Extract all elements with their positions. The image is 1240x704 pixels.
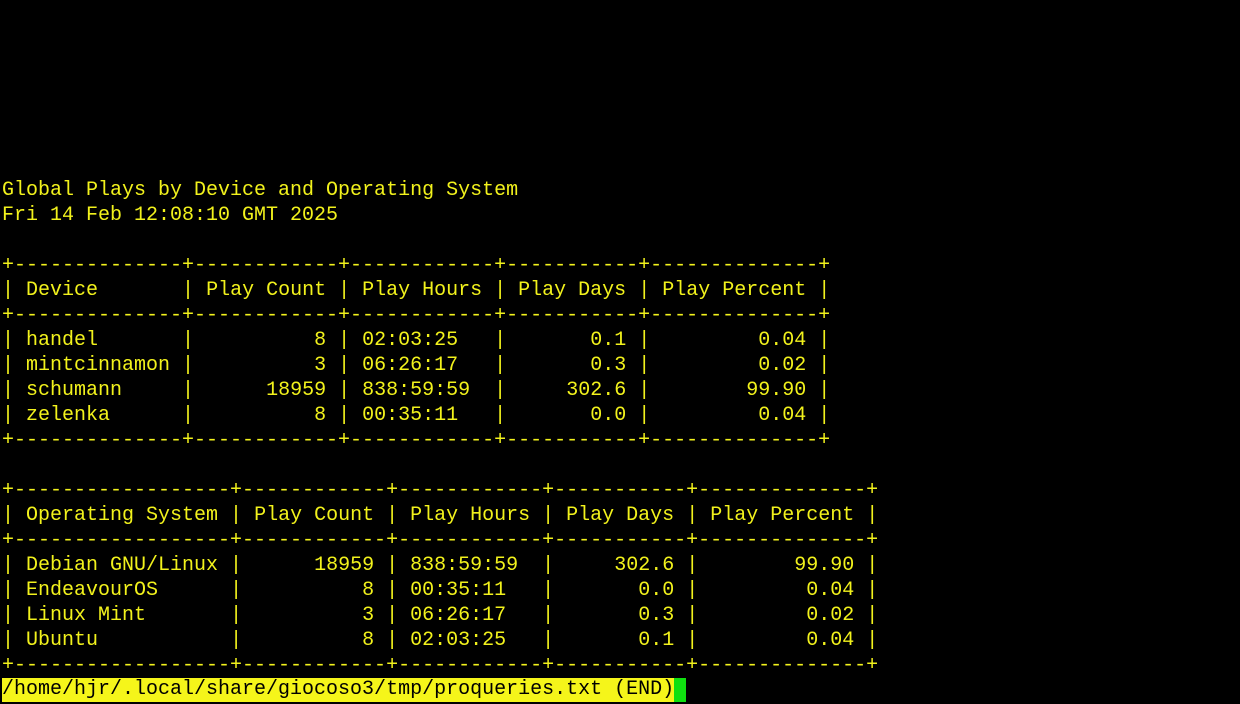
table-cell: 02:03:25 [410, 629, 507, 652]
table-cell: 99.90 [746, 379, 807, 402]
report-timestamp: Fri 14 Feb 12:08:10 GMT 2025 [2, 204, 339, 227]
table-cell: 18959 [314, 554, 375, 577]
column-header: Device [26, 279, 99, 302]
table-row: | schumann | 18959 | 838:59:59 | 302.6 |… [2, 379, 831, 402]
table-cell: 0.04 [806, 579, 855, 602]
table-cell: 18959 [266, 379, 327, 402]
report-title: Global Plays by Device and Operating Sys… [2, 179, 519, 202]
table-row: | zelenka | 8 | 00:35:11 | 0.0 | 0.04 | [2, 404, 831, 427]
table-cell: 0.04 [806, 629, 855, 652]
table-cell: 0.3 [590, 354, 627, 377]
table-cell: 99.90 [794, 554, 855, 577]
table-cell: EndeavourOS [26, 579, 159, 602]
table-cell: 3 [362, 604, 375, 627]
table-cell: 8 [314, 404, 327, 427]
blank-line [2, 228, 878, 253]
table-row: | handel | 8 | 02:03:25 | 0.1 | 0.04 | [2, 329, 831, 352]
table-border: +--------------+------------+-----------… [2, 304, 831, 327]
column-header: Play Percent [662, 279, 807, 302]
column-header: Play Days [518, 279, 627, 302]
table-header-row: | Device | Play Count | Play Hours | Pla… [2, 279, 831, 302]
table-cell: 0.0 [638, 579, 675, 602]
column-header: Play Hours [362, 279, 483, 302]
table-cell: mintcinnamon [26, 354, 171, 377]
pager-status-text: /home/hjr/.local/share/giocoso3/tmp/proq… [2, 678, 675, 702]
pager-status-bar: /home/hjr/.local/share/giocoso3/tmp/proq… [2, 678, 687, 702]
table-cell: 06:26:17 [410, 604, 507, 627]
table-cell: handel [26, 329, 99, 352]
column-header: Play Days [566, 504, 675, 527]
terminal-output: Global Plays by Device and Operating Sys… [2, 178, 878, 678]
table-cell: 838:59:59 [362, 379, 471, 402]
table-cell: 0.02 [806, 604, 855, 627]
table-cell: 8 [314, 329, 327, 352]
table-row: | Ubuntu | 8 | 02:03:25 | 0.1 | 0.04 | [2, 629, 879, 652]
table-cell: 0.0 [590, 404, 627, 427]
table-row: | mintcinnamon | 3 | 06:26:17 | 0.3 | 0.… [2, 354, 831, 377]
table-row: | EndeavourOS | 8 | 00:35:11 | 0.0 | 0.0… [2, 579, 879, 602]
column-header: Operating System [26, 504, 219, 527]
table-cell: 302.6 [566, 379, 627, 402]
table-border: +------------------+------------+-------… [2, 654, 879, 677]
device-table: +--------------+------------+-----------… [2, 253, 878, 453]
table-cell: 0.1 [638, 629, 675, 652]
table-cell: 838:59:59 [410, 554, 519, 577]
table-cell: 00:35:11 [410, 579, 507, 602]
table-cell: Linux Mint [26, 604, 147, 627]
table-row: | Linux Mint | 3 | 06:26:17 | 0.3 | 0.02… [2, 604, 879, 627]
column-header: Play Count [254, 504, 375, 527]
table-cell: 02:03:25 [362, 329, 459, 352]
table-cell: Ubuntu [26, 629, 99, 652]
table-cell: Debian GNU/Linux [26, 554, 219, 577]
blank-line [2, 453, 878, 478]
column-header: Play Count [206, 279, 327, 302]
table-cell: 0.02 [758, 354, 807, 377]
table-cell: 06:26:17 [362, 354, 459, 377]
table-cell: 3 [314, 354, 327, 377]
table-row: | Debian GNU/Linux | 18959 | 838:59:59 |… [2, 554, 879, 577]
os-table: +------------------+------------+-------… [2, 478, 878, 678]
column-header: Play Hours [410, 504, 531, 527]
table-cell: 00:35:11 [362, 404, 459, 427]
table-cell: 8 [362, 579, 375, 602]
table-border: +--------------+------------+-----------… [2, 254, 831, 277]
table-cell: 0.04 [758, 404, 807, 427]
table-cell: 0.3 [638, 604, 675, 627]
table-cell: 0.04 [758, 329, 807, 352]
table-border: +------------------+------------+-------… [2, 529, 879, 552]
table-cell: 0.1 [590, 329, 627, 352]
table-cell: schumann [26, 379, 123, 402]
table-border: +------------------+------------+-------… [2, 479, 879, 502]
column-header: Play Percent [710, 504, 855, 527]
table-cell: zelenka [26, 404, 111, 427]
cursor [674, 678, 687, 702]
table-cell: 302.6 [614, 554, 675, 577]
table-cell: 8 [362, 629, 375, 652]
table-border: +--------------+------------+-----------… [2, 429, 831, 452]
table-header-row: | Operating System | Play Count | Play H… [2, 504, 879, 527]
